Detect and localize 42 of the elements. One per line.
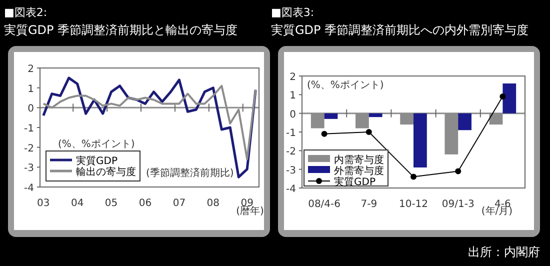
y-tick-label: -1	[24, 124, 34, 134]
y-tick-label: -1	[286, 128, 296, 139]
chart-subtitle: 実質GDP 季節調整済前期比と輸出の寄与度	[4, 23, 238, 37]
legend-label: 外需寄与度	[334, 165, 384, 177]
x-tick-label: 05	[104, 198, 118, 209]
x-tick-label: 06	[138, 198, 152, 209]
point	[321, 130, 328, 137]
legend-label: 実質GDP	[334, 176, 376, 188]
point	[366, 129, 372, 135]
annotation: (%、%ポイント)	[58, 139, 135, 150]
y-tick-label: 2	[290, 72, 296, 83]
x-tick-label: 7-9	[360, 199, 378, 210]
x-tick-label: 04	[70, 198, 84, 209]
y-tick-label: -4	[24, 183, 34, 194]
y-tick-label: -3	[24, 163, 34, 174]
y-tick-label: 0	[290, 109, 296, 120]
point	[500, 94, 506, 100]
legend-label: 輸出の寄与度	[76, 166, 136, 178]
chart-subtitle: 実質GDP 季節調整済前期比への内外需別寄与度	[271, 23, 529, 37]
y-tick-label: 1	[28, 84, 34, 95]
x-tick-label: 08	[206, 198, 220, 209]
y-tick-label: -2	[24, 143, 34, 154]
y-tick-label: -4	[286, 184, 296, 195]
annotation: (季節調整済前期比)	[146, 167, 234, 179]
text: 出所：内閣府	[468, 245, 540, 259]
y-tick-label: 2	[28, 64, 34, 75]
x-tick-label: 03	[37, 198, 50, 209]
chart-title: ■図表3:	[271, 6, 314, 19]
y-tick-label: -2	[286, 146, 296, 158]
y-tick-label: 0	[28, 104, 34, 115]
point	[455, 168, 462, 174]
x-tick-label: 10-12	[398, 199, 428, 210]
y-tick-label: -3	[286, 165, 296, 176]
point	[410, 174, 416, 180]
y-tick-label: 1	[290, 90, 296, 102]
legend-label: 実質GDP	[76, 155, 118, 167]
chart-title: ■図表2:	[4, 6, 48, 19]
x-tick-label: 07	[172, 198, 186, 209]
legend-label: 内需寄与度	[334, 154, 384, 166]
x-tick-label: 09/1-3	[442, 199, 474, 210]
x-tick-label: 08/4-6	[308, 199, 341, 210]
annotation: (%、%ポイント)	[307, 80, 384, 91]
